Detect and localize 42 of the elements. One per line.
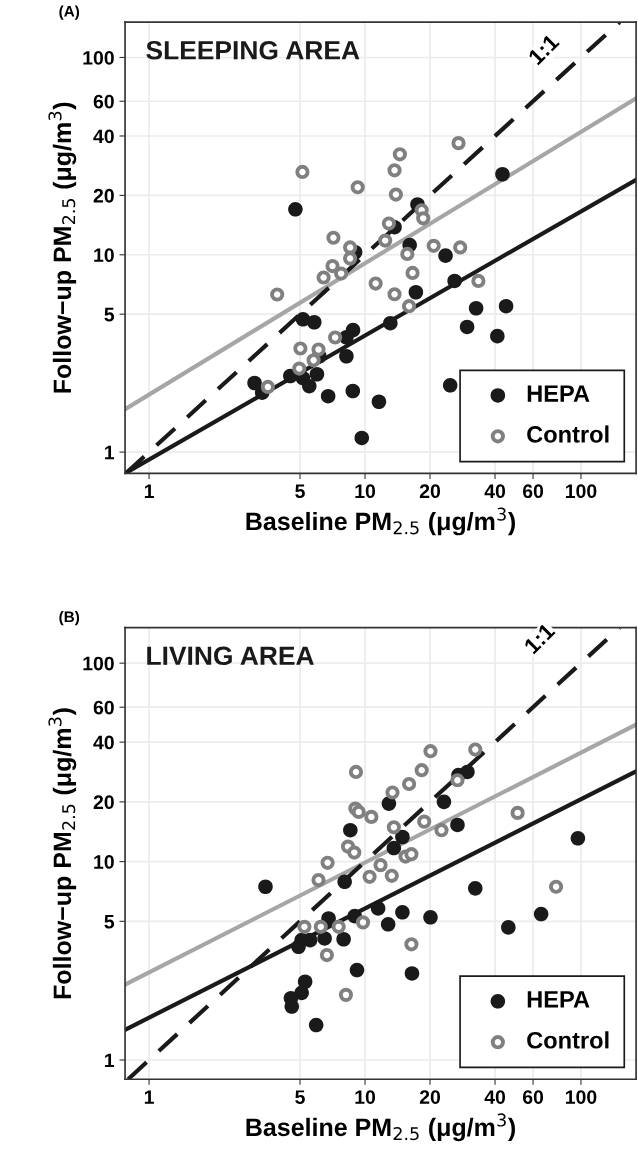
legend-label: Control [527, 1031, 609, 1049]
y-tick-label: 100 [83, 50, 114, 65]
y-tick-label: 40 [93, 735, 114, 750]
x-tick-label: 10 [355, 1090, 376, 1104]
annotation: SLEEPING AREA [146, 40, 360, 60]
y-tick-label: 60 [93, 700, 114, 715]
y-tick-label: 40 [93, 129, 114, 144]
y-tick-label: 10 [94, 248, 114, 263]
y-tick-label: 1 [105, 1053, 115, 1068]
annotation: 1:1 [527, 33, 560, 66]
x-tick-label: 60 [522, 1090, 544, 1104]
x-tick-label: 40 [484, 484, 506, 499]
x-tick-label: 20 [419, 484, 441, 499]
x-tick-label: 5 [295, 484, 305, 499]
chart-title: (B) [59, 611, 80, 626]
x-tick-label: 1 [144, 1090, 154, 1104]
y-tick-label: 5 [104, 915, 115, 929]
y-tick-label: 1 [105, 445, 115, 460]
legend-label: Control [527, 425, 609, 443]
y-axis-title: Follow−up PM$_{2.5}$ (μg/m$^{3}$) [48, 708, 77, 999]
x-axis-title: Baseline PM$_{2.5}$ (μg/m$^{3}$) [246, 507, 515, 536]
legend-label: HEPA [527, 991, 590, 1008]
annotation: 1:1 [523, 622, 556, 655]
x-tick-label: 100 [565, 1090, 597, 1104]
y-tick-label: 100 [83, 656, 114, 671]
x-tick-label: 60 [522, 484, 544, 499]
chart-title: (A) [59, 5, 80, 20]
y-tick-label: 5 [104, 307, 115, 322]
x-tick-label: 10 [355, 484, 376, 499]
x-tick-label: 100 [565, 484, 597, 499]
y-tick-label: 20 [93, 795, 114, 810]
x-tick-label: 5 [295, 1090, 305, 1104]
y-tick-label: 10 [94, 855, 114, 869]
y-tick-label: 60 [93, 94, 114, 109]
y-axis-title: Follow−up PM$_{2.5}$ (μg/m$^{3}$) [48, 102, 77, 393]
annotation: LIVING AREA [147, 646, 314, 666]
y-tick-label: 20 [93, 188, 114, 203]
x-tick-label: 20 [419, 1090, 441, 1104]
x-tick-label: 40 [484, 1090, 506, 1104]
x-axis-title: Baseline PM$_{2.5}$ (μg/m$^{3}$) [246, 1113, 515, 1142]
legend-label: HEPA [527, 385, 590, 402]
x-tick-label: 1 [144, 484, 154, 498]
